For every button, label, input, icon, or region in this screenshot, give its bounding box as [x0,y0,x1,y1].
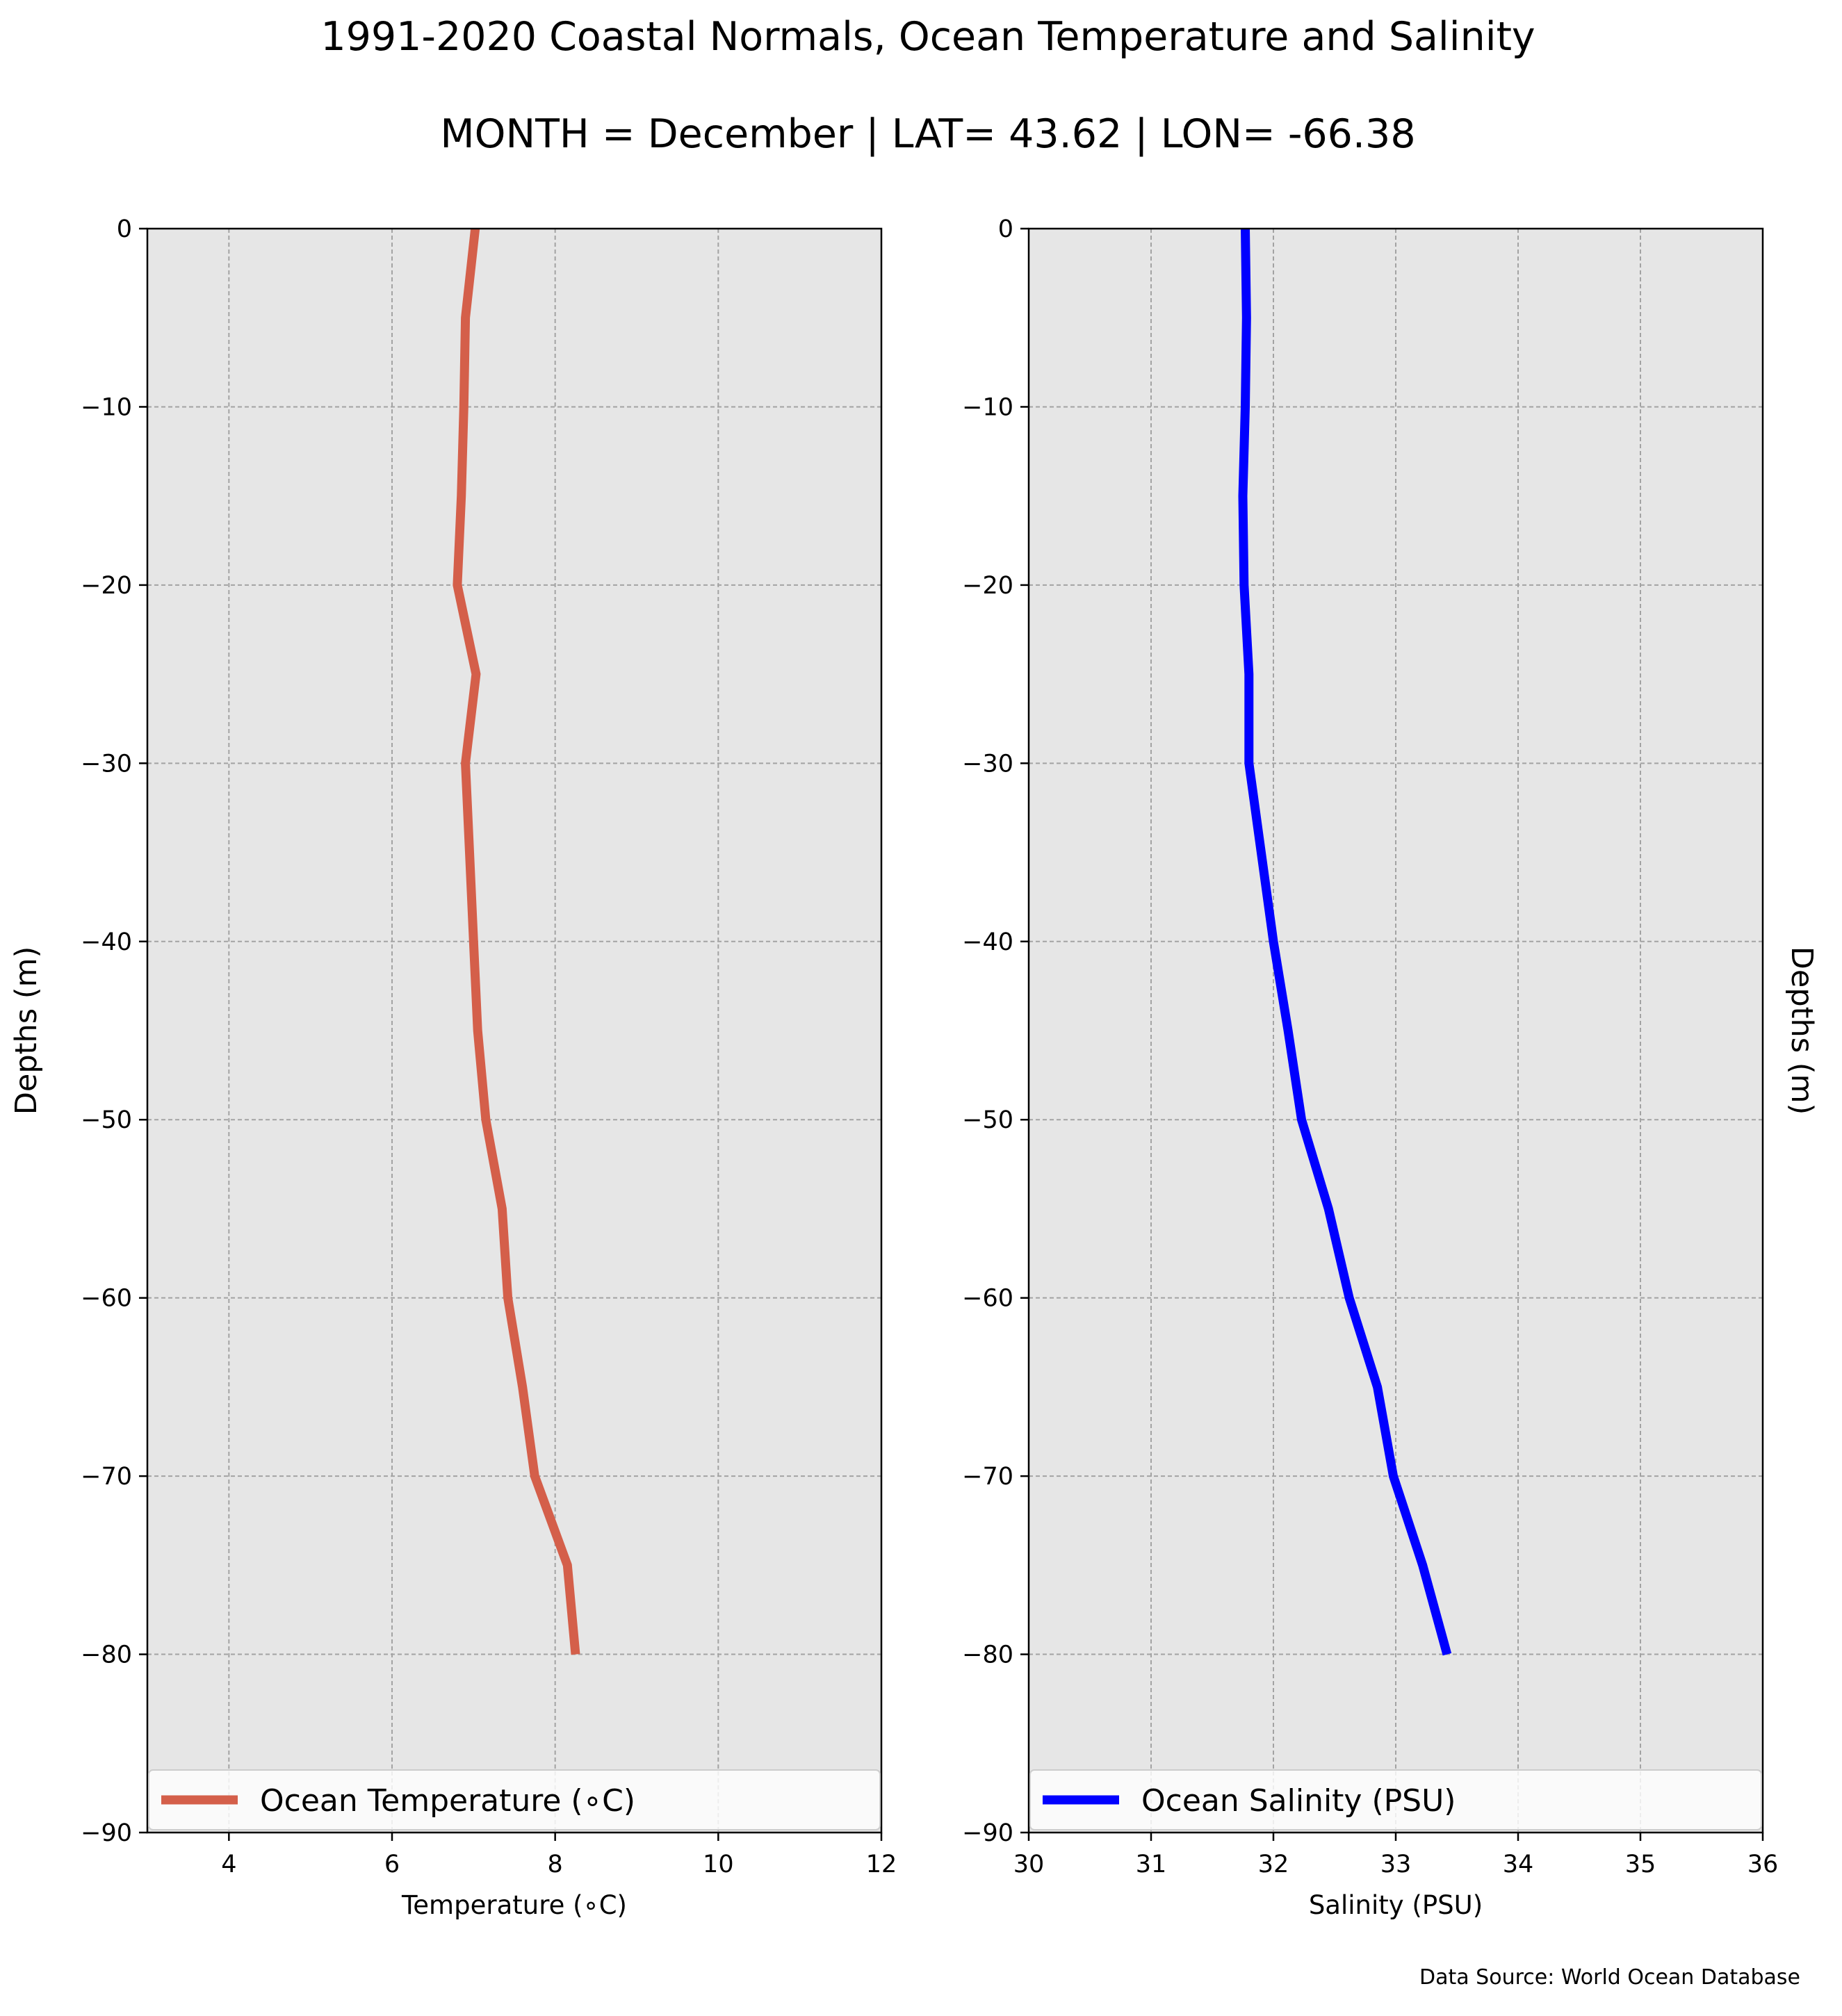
salinity-y-tick-label: −20 [962,572,1013,600]
temperature-legend-box [148,1769,881,1830]
temperature-y-tick-label: −80 [81,1641,132,1669]
salinity-x-tick-label: 36 [1747,1851,1779,1878]
temperature-y-tick-label: −10 [81,393,132,421]
temperature-x-tick-label: 12 [866,1851,897,1878]
salinity-x-axis-label: Salinity (PSU) [1309,1890,1483,1920]
figure-subtitle: MONTH = December | LAT= 43.62 | LON= -66… [440,111,1415,157]
temperature-y-tick-label: −60 [81,1285,132,1313]
salinity-y-tick-label: −30 [962,750,1013,778]
salinity-y-tick-label: −50 [962,1106,1013,1134]
temperature-x-tick-label: 10 [703,1851,734,1878]
temperature-axes-frame [146,227,883,1834]
temperature-y-tick-label: −50 [81,1106,132,1134]
salinity-y-tick-label: −40 [962,928,1013,956]
salinity-legend-label: Ocean Salinity (PSU) [1141,1783,1456,1819]
temperature-x-tick-label: 6 [384,1851,400,1878]
salinity-x-tick-label: 34 [1503,1851,1534,1878]
temperature-y-tick-label: −90 [81,1819,132,1847]
temperature-y-tick-label: −20 [81,572,132,600]
temperature-x-tick-label: 8 [548,1851,563,1878]
salinity-y-tick-label: −70 [962,1463,1013,1491]
temperature-plot-area [147,229,881,1833]
salinity-chart: 30 31 32 33 34 35 36 0 −10 −20 −30 −40 −50 −60 −70 −80 −… [962,215,1819,1920]
salinity-y-axis-label: Depths (m) [1784,946,1819,1115]
salinity-x-tick-label: 30 [1013,1851,1045,1878]
salinity-y-tick-label: −80 [962,1641,1013,1669]
temperature-series-line [453,228,580,1655]
data-source-note: Data Source: World Ocean Database [1419,1965,1800,1990]
salinity-x-tick-label: 31 [1136,1851,1167,1878]
temperature-y-tick-label: −30 [81,750,132,778]
figure-title: 1991-2020 Coastal Normals, Ocean Tempera… [320,14,1535,60]
salinity-x-tick-label: 33 [1380,1851,1412,1878]
salinity-x-tick-label: 35 [1625,1851,1656,1878]
temperature-x-tick-label: 4 [221,1851,236,1878]
salinity-legend-box [1029,1769,1762,1830]
salinity-y-tick-label: −90 [962,1819,1013,1847]
temperature-y-axis-label: Depths (m) [9,946,44,1115]
temperature-y-tick-label: −70 [81,1463,132,1491]
temperature-y-tick-label: 0 [117,215,132,243]
salinity-y-tick-label: −10 [962,393,1013,421]
salinity-series-line [1238,228,1452,1656]
salinity-x-tick-label: 32 [1258,1851,1289,1878]
temperature-chart: 4 6 8 10 12 0 −10 −20 −30 −40 −50 −60 −70 −80 −90 Tempe… [9,215,897,1920]
salinity-y-tick-label: 0 [998,215,1013,243]
temperature-x-axis-label: Temperature (∘C) [401,1890,627,1920]
salinity-y-tick-label: −60 [962,1285,1013,1313]
temperature-y-tick-label: −40 [81,928,132,956]
temperature-legend-label: Ocean Temperature (∘C) [260,1783,635,1819]
